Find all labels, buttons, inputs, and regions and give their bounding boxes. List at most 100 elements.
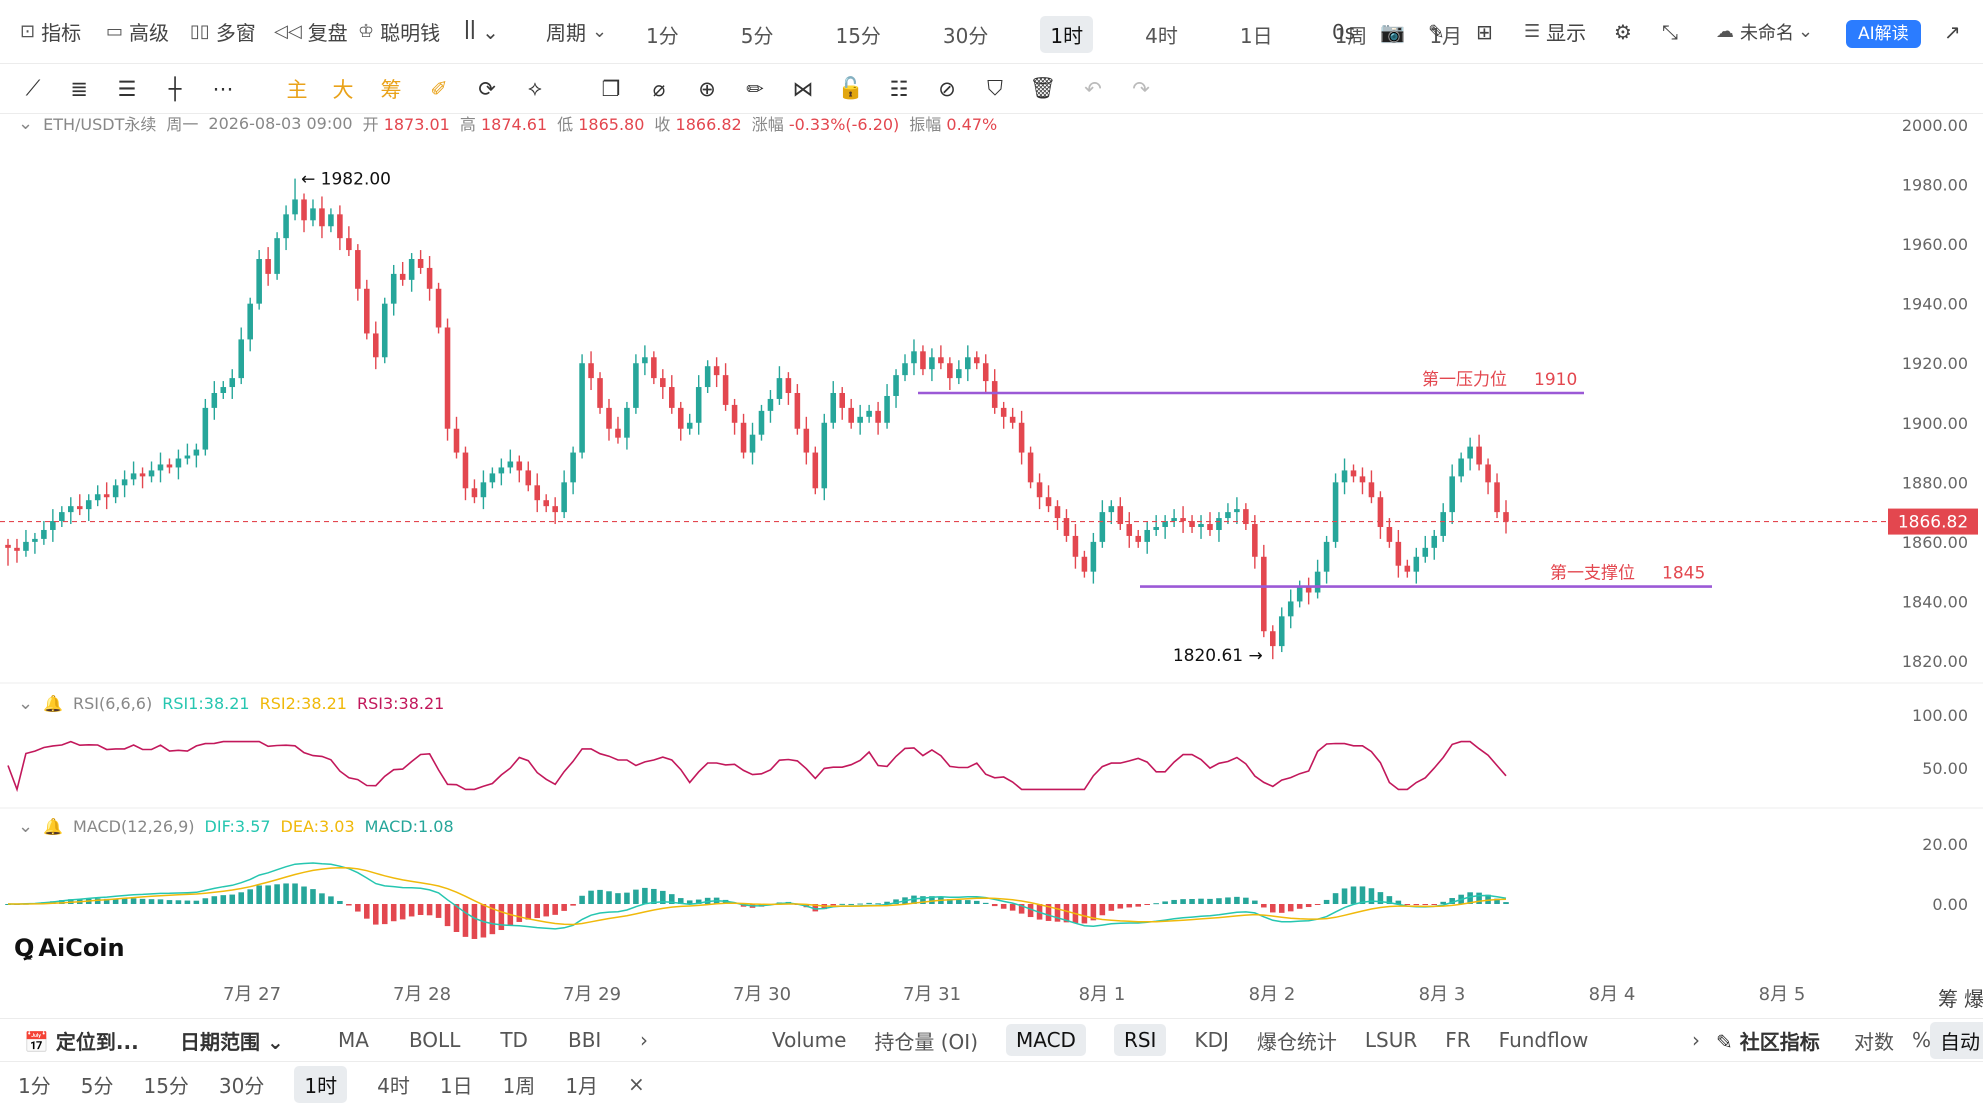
rsi-header: ⌄ 🔔 RSI(6,6,6) RSI1:38.21 RSI2:38.21 RSI… — [18, 693, 444, 714]
more-icon[interactable]: ⋯ — [212, 76, 234, 101]
chips-button[interactable]: 筹 — [380, 77, 402, 102]
bottom-period-tab-2[interactable]: 15分 — [143, 1073, 189, 1098]
percent-scale-toggle[interactable]: % — [1912, 1028, 1932, 1052]
pen-icon[interactable]: ✎ — [1428, 19, 1445, 44]
chart-type-dropdown[interactable]: ꟾꟾ ⌄ — [464, 20, 499, 44]
date-range-dropdown[interactable]: 日期范围 ⌄ — [180, 1026, 284, 1055]
bell-icon[interactable]: 🔔 — [43, 694, 64, 713]
ohlc-info: ⌄ ETH/USDT永续 周一 2026-08-03 09:00 开 1873.… — [18, 111, 997, 135]
macd-bar-113 — [1018, 904, 1025, 914]
auto-scale-toggle[interactable]: 自动 — [1930, 1021, 1983, 1059]
bottom-period-tab-7[interactable]: 1周 — [502, 1073, 536, 1098]
bottom-period-tab-4[interactable]: 1时 — [294, 1065, 348, 1103]
close-icon[interactable]: × — [628, 1072, 645, 1096]
log-scale-toggle[interactable]: 对数 — [1854, 1029, 1894, 1054]
lock-icon[interactable]: 🔓 — [837, 76, 865, 100]
bottom-period-tab-0[interactable]: 1分 — [18, 1073, 51, 1098]
period-tab-3[interactable]: 30分 — [942, 24, 989, 48]
period-tab-2[interactable]: 15分 — [835, 24, 881, 48]
line-tool-icon[interactable]: ⟋ — [25, 76, 41, 100]
chart-icon: ⊡ — [20, 21, 36, 42]
indicator-tab-3[interactable]: RSI — [1113, 1024, 1167, 1056]
big-order-button[interactable]: 大 — [332, 77, 354, 102]
settings-icon[interactable]: ⚙ — [1614, 19, 1632, 44]
ai-interpret-button[interactable]: AI解读 — [1846, 19, 1921, 48]
period-tab-4[interactable]: 1时 — [1040, 16, 1094, 53]
period-tab-1[interactable]: 5分 — [740, 24, 774, 48]
copy-icon[interactable]: ❐ — [601, 76, 621, 101]
indicators-menu[interactable]: ⊡ 指标 — [20, 17, 81, 46]
magnet-icon[interactable]: ⋈ — [792, 76, 814, 101]
filter-icon[interactable]: ⛉ — [987, 76, 1003, 100]
bottom-period-tab-3[interactable]: 30分 — [218, 1073, 265, 1098]
indicator-tab-2[interactable]: MACD — [1006, 1024, 1086, 1056]
bottom-period-tab-6[interactable]: 1日 — [439, 1073, 473, 1098]
edit-note-icon[interactable]: ✐ — [430, 76, 448, 101]
community-indicators-button[interactable]: ✎ 社区指标 — [1716, 1026, 1820, 1055]
indicator-tab-7[interactable]: FR — [1445, 1028, 1471, 1052]
redo-icon[interactable]: ↷ — [1132, 76, 1150, 101]
advanced-menu[interactable]: ▭ 高级 — [106, 17, 169, 46]
zoom-icon[interactable]: ⊕ — [698, 76, 716, 101]
period-tab-5[interactable]: 4时 — [1145, 24, 1178, 48]
main-force-button[interactable]: 主 — [286, 77, 308, 102]
multi-window-menu[interactable]: ▯▯ 多窗 — [190, 17, 256, 46]
bottom-period-tab-5[interactable]: 4时 — [377, 1073, 410, 1098]
eraser-icon[interactable]: ✏ — [746, 76, 764, 101]
new-window-icon[interactable]: ⊞ — [1476, 19, 1493, 44]
ai-button-label: AI解读 — [1846, 20, 1921, 48]
collapse-circle-icon[interactable]: ⌄ — [18, 693, 34, 714]
overlay-0[interactable]: MA — [338, 1028, 369, 1052]
bell-icon[interactable]: 🔔 — [43, 817, 64, 836]
indicator-tab-1[interactable]: 持仓量 (OI) — [874, 1029, 978, 1054]
layout-dropdown[interactable]: ☁ 未命名 ⌄ — [1716, 19, 1819, 45]
overlay-1[interactable]: BOLL — [408, 1028, 461, 1052]
replay-menu[interactable]: ◁◁ 复盘 — [274, 17, 348, 46]
bottom-period-tab-8[interactable]: 1月 — [565, 1073, 599, 1098]
locate-button[interactable]: 📅 定位到... — [24, 1026, 139, 1055]
candle-body-163 — [1467, 446, 1473, 459]
collapse-circle-icon[interactable]: ⌄ — [18, 112, 34, 134]
candle-body-154 — [1386, 527, 1393, 542]
bottom-period-tab-1[interactable]: 5分 — [80, 1073, 114, 1098]
collapse-circle-icon[interactable]: ⌄ — [18, 816, 34, 837]
share-icon[interactable]: ↗ — [1944, 19, 1961, 44]
period-tab-6[interactable]: 1日 — [1239, 24, 1273, 48]
level-label-0: 第一压力位 — [1422, 370, 1507, 390]
overlay-3[interactable]: BBI — [567, 1028, 602, 1052]
ruler-icon[interactable]: ⌀ — [652, 76, 666, 101]
candle-body-53 — [480, 482, 487, 498]
indicator-tab-0[interactable]: Volume — [772, 1028, 847, 1052]
cross-line-icon[interactable]: ┼ — [168, 76, 182, 101]
period-tab-0[interactable]: 1分 — [646, 24, 679, 48]
rsi-line — [7, 740, 1507, 793]
chevron-right-icon[interactable]: › — [640, 1028, 648, 1052]
smart-money-menu[interactable]: ♔ 聪明钱 — [358, 17, 440, 46]
link-icon[interactable]: ⊘ — [938, 76, 956, 101]
camera-icon[interactable]: 📷 — [1380, 19, 1405, 44]
brush-icon[interactable]: ⟡ — [528, 76, 542, 100]
overlay-2[interactable]: TD — [500, 1028, 528, 1052]
trash-icon[interactable]: 🗑 — [1029, 76, 1057, 100]
indicator-tab-5[interactable]: 爆仓统计 — [1256, 1029, 1337, 1054]
macd-bar-12 — [112, 898, 119, 904]
template-icon[interactable]: ☷ — [889, 76, 909, 101]
horizontal-lines-icon[interactable]: ☰ — [117, 76, 137, 101]
candle-body-17 — [157, 464, 164, 471]
chart-canvas[interactable]: 2000.00 1980.00 1960.00 1940.00 1920.00 1900.… — [0, 114, 1983, 1018]
sync-icon[interactable]: ⟳ — [478, 76, 496, 101]
indicator-tab-4[interactable]: KDJ — [1194, 1028, 1229, 1052]
period-tab-8[interactable]: 1月 — [1429, 24, 1463, 48]
candle-body-94 — [848, 407, 854, 423]
undo-icon[interactable]: ↶ — [1084, 76, 1102, 101]
indicator-tab-6[interactable]: LSUR — [1364, 1028, 1418, 1052]
display-menu[interactable]: ☰ 显示 — [1524, 17, 1586, 46]
indicator-tab-8[interactable]: Fundflow — [1498, 1028, 1589, 1052]
candle-body-28 — [256, 259, 262, 304]
period-tab-7[interactable]: 1周 — [1334, 24, 1368, 48]
parallel-lines-icon[interactable]: ≣ — [70, 76, 88, 101]
period-dropdown[interactable]: 周期 ⌄ — [546, 17, 613, 46]
chevron-right-icon[interactable]: › — [1692, 1028, 1700, 1052]
candle-body-51 — [462, 452, 469, 489]
collapse-icon[interactable]: ⤡ — [1662, 19, 1678, 44]
